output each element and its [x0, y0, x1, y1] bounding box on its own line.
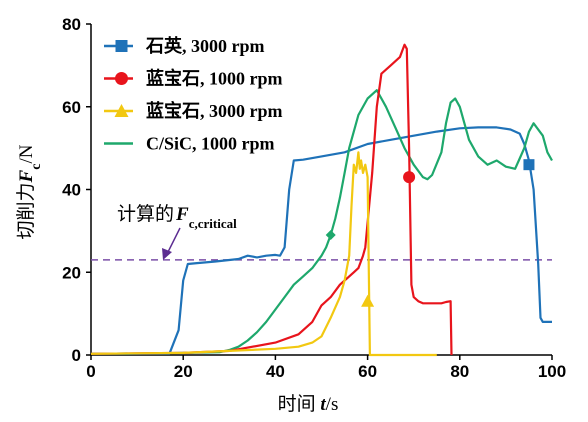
- legend-label: C/SiC, 1000 rpm: [146, 134, 275, 154]
- series-line-1000-rpm: [90, 43, 453, 356]
- critical-label-sub: c,critical: [189, 216, 237, 231]
- critical-label: 计算的 Fc,critical: [117, 203, 237, 231]
- y-axis-title-sub: c: [29, 164, 44, 170]
- y-axis-title: 切削力Fc/N: [15, 144, 44, 239]
- legend-swatch-marker: [115, 72, 128, 85]
- critical-arrow-head: [162, 248, 172, 260]
- x-axis-title-var: t: [320, 394, 326, 415]
- legend: 石英, 3000 rpm 蓝宝石, 1000 rpm 蓝宝石, 3000 rpm C/…: [104, 35, 283, 154]
- series-marker-c-sic-1000-rpm: [325, 230, 336, 241]
- legend-label: 蓝宝石, 3000 rpm: [146, 100, 283, 121]
- series-line-3000-rpm: [91, 126, 552, 355]
- series-marker-1000-rpm: [403, 171, 416, 184]
- x-tick-label: 80: [450, 362, 469, 381]
- series-marker-3000-rpm: [523, 159, 535, 171]
- markers-layer: [325, 159, 535, 307]
- legend-label: 蓝宝石, 1000 rpm: [146, 68, 283, 89]
- y-axis-title-unit: /N: [16, 144, 37, 163]
- series-line-c-sic-1000-rpm: [90, 89, 553, 355]
- y-ticks: 0 20 40 60 80: [62, 15, 91, 365]
- x-axis-title-main: 时间: [278, 393, 321, 415]
- legend-swatch-marker: [115, 40, 128, 52]
- x-tick-label: 0: [86, 362, 95, 381]
- y-tick-label: 80: [62, 15, 81, 34]
- y-axis-title-main: 切削力: [15, 182, 37, 239]
- y-tick-label: 20: [62, 263, 81, 282]
- critical-label-main: 计算的: [117, 203, 174, 225]
- series-layer: [90, 43, 553, 357]
- x-tick-label: 20: [174, 362, 193, 381]
- critical-label-var: F: [175, 204, 189, 225]
- y-axis-title-var: F: [16, 169, 37, 183]
- y-tick-label: 0: [72, 346, 81, 365]
- x-axis-title: 时间 t/s: [278, 393, 339, 415]
- x-tick-label: 40: [266, 362, 285, 381]
- critical-arrow: [166, 227, 181, 255]
- y-tick-label: 60: [62, 98, 81, 117]
- series-marker-3000-rpm: [361, 294, 375, 307]
- x-tick-label: 60: [358, 362, 377, 381]
- y-tick-label: 40: [62, 181, 81, 200]
- x-axis-title-unit: /s: [326, 394, 339, 415]
- x-ticks: 0 20 40 60 80 100: [86, 355, 566, 381]
- legend-label: 石英, 3000 rpm: [145, 35, 265, 56]
- legend-swatch-marker: [114, 104, 129, 117]
- x-tick-label: 100: [538, 362, 566, 381]
- series-line-3000-rpm: [90, 151, 437, 357]
- critical-annotation: 计算的 Fc,critical: [117, 203, 237, 260]
